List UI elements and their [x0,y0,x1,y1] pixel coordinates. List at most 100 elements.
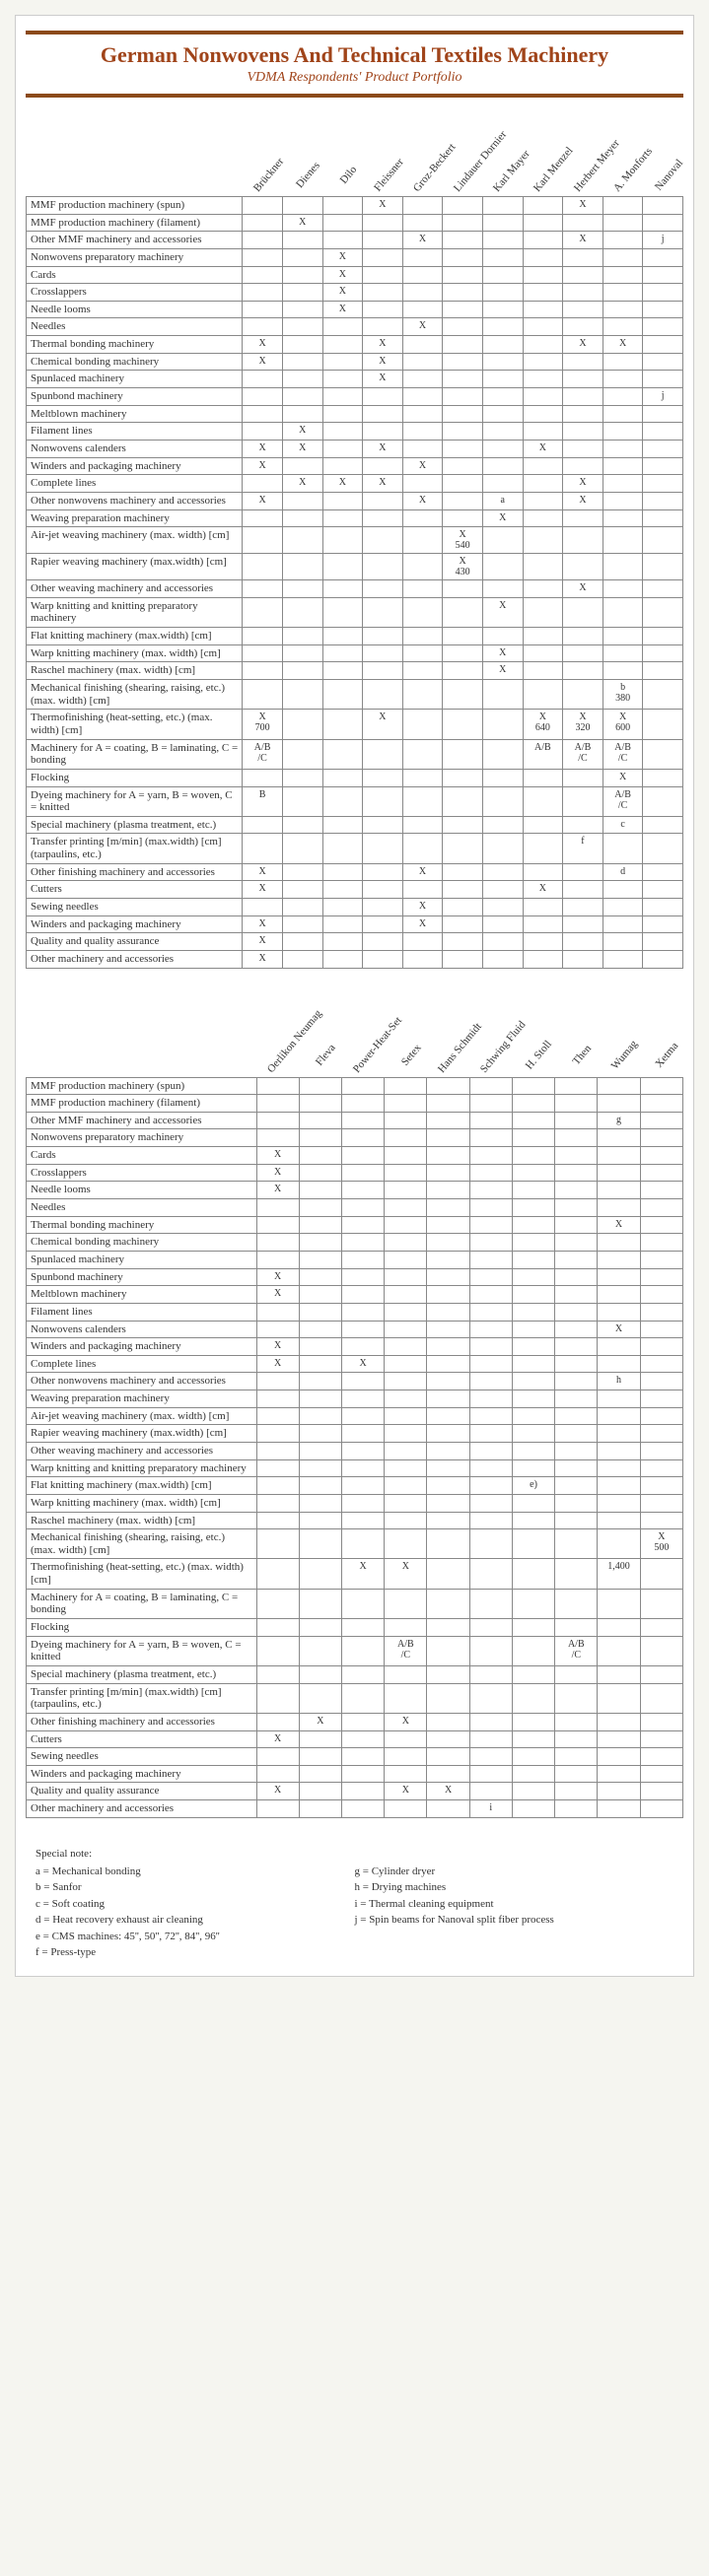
cell: X [363,475,403,493]
cell [427,1800,469,1818]
cell [322,457,363,475]
cell: 1,400 [598,1559,640,1589]
cell [598,1164,640,1182]
cell [427,1425,469,1443]
cell: X [243,353,283,371]
cell [363,834,403,863]
cell [643,597,683,627]
cell [443,248,483,266]
cell: d [603,863,643,881]
cell [402,597,443,627]
cell [469,1355,512,1373]
cell [512,1303,554,1321]
cell [363,644,403,662]
cell [322,336,363,354]
cell [640,1390,682,1408]
cell [402,371,443,388]
table-row: Other nonwovens machinery and accessorie… [27,1373,683,1390]
cell [427,1765,469,1783]
cell [322,371,363,388]
cell [469,1512,512,1529]
cell [563,554,603,580]
table-row: Meltblown machineryX [27,1286,683,1304]
table-row: Complete linesXXXX [27,475,683,493]
row-label: Warp knitting and knitting preparatory m… [27,597,243,627]
cell: A/B/C [555,1636,598,1665]
cell [342,1443,385,1460]
cell: X [282,214,322,232]
cell [643,786,683,816]
cell [598,1636,640,1665]
cell [469,1077,512,1095]
table-row: Special machinery (plasma treatment, etc… [27,816,683,834]
cell [342,1730,385,1748]
cell [427,1286,469,1304]
cell [598,1443,640,1460]
cell: X [282,475,322,493]
cell [443,214,483,232]
cell [640,1338,682,1356]
cell [523,527,563,554]
cell [555,1589,598,1618]
row-label: Machinery for A = coating, B = laminatin… [27,739,243,769]
cell [342,1665,385,1683]
cell [256,1407,299,1425]
cell: X [363,371,403,388]
row-label: Rapier weaving machinery (max.width) [cm… [27,1425,257,1443]
cell [523,388,563,406]
cell [342,1494,385,1512]
cell [385,1355,427,1373]
cell [299,1251,341,1268]
product-table: Oerlikon NeumagFlevaPower-Heat-SetSetexH… [26,998,683,1818]
cell [555,1800,598,1818]
cell [243,680,283,710]
cell [469,1129,512,1147]
cell [482,915,523,933]
row-label: Warp knitting machinery (max. width) [cm… [27,644,243,662]
cell [555,1730,598,1748]
cell [299,1112,341,1129]
cell [563,388,603,406]
cell: X700 [243,710,283,739]
cell [512,1425,554,1443]
cell [640,1800,682,1818]
cell [482,457,523,475]
cell [523,933,563,951]
cell [322,197,363,215]
cell [427,1303,469,1321]
cell [243,816,283,834]
row-label: Meltblown machinery [27,405,243,423]
cell: X600 [603,710,643,739]
table-row: CuttersXX [27,881,683,899]
cell [385,1321,427,1338]
cell [256,1512,299,1529]
cell [256,1112,299,1129]
note-item: a = Mechanical bonding [35,1864,355,1880]
cell: X320 [563,710,603,739]
note-item: g = Cylinder dryer [355,1864,674,1880]
table-row: Other machinery and accessoriesi [27,1800,683,1818]
cell: X [243,492,283,509]
cell [563,405,603,423]
cell [363,863,403,881]
cell [363,769,403,786]
table-row: Thermal bonding machineryXXXX [27,336,683,354]
table-row: Weaving preparation machinery [27,1390,683,1408]
cell [427,1529,469,1559]
cell [342,1683,385,1713]
cell [299,1355,341,1373]
cell [299,1636,341,1665]
cell [282,197,322,215]
cell [643,336,683,354]
cell [512,1338,554,1356]
cell [363,284,403,302]
cell [299,1683,341,1713]
row-label: Transfer printing [m/min] (max.width) [c… [27,834,243,863]
cell: X [256,1286,299,1304]
cell [523,457,563,475]
cell [603,898,643,915]
cell [643,405,683,423]
cell [282,644,322,662]
row-label: Sewing needles [27,1748,257,1766]
cell [282,898,322,915]
